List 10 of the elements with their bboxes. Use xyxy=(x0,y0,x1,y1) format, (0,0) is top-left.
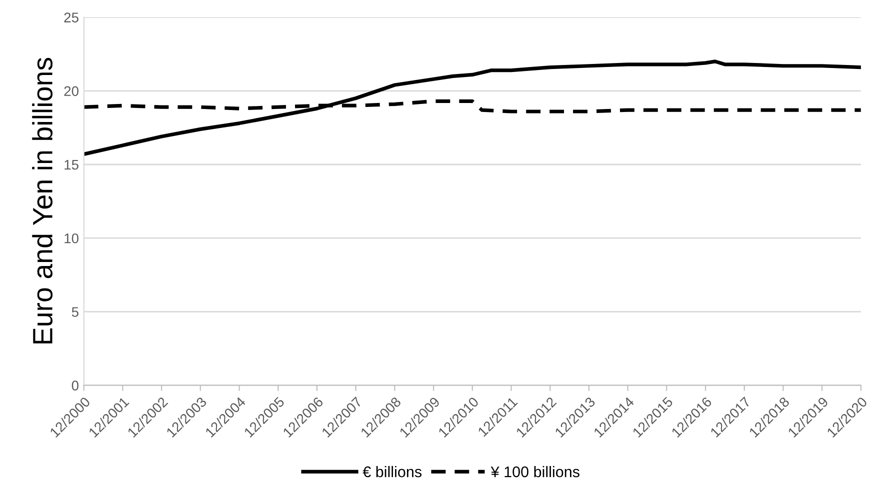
y-tick-label: 25 xyxy=(64,12,78,22)
y-tick-label: 10 xyxy=(64,233,78,244)
line-series xyxy=(84,60,861,156)
y-tick-label: 5 xyxy=(72,307,78,317)
y-tick-label: 15 xyxy=(64,160,78,170)
y-axis-title: Euro and Yen in billions xyxy=(32,58,53,344)
y-tick-label: 20 xyxy=(64,86,78,96)
legend-label: ¥ 100 billions xyxy=(490,466,580,478)
y-tick-label: 0 xyxy=(72,380,78,390)
legend-label: € billions xyxy=(362,466,422,478)
